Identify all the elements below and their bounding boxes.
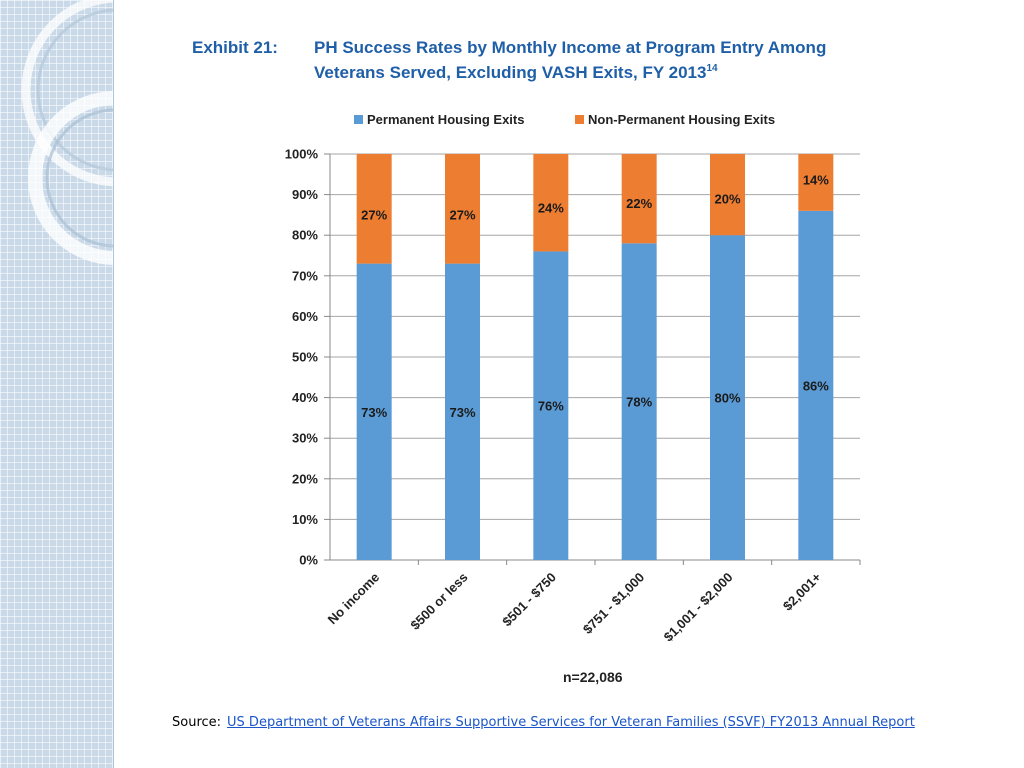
y-tick-label: 90% (292, 187, 318, 202)
bar-permanent (533, 251, 569, 560)
decorative-rings (21, 0, 113, 265)
y-tick-label: 20% (292, 471, 318, 486)
bar-non-permanent (621, 154, 657, 244)
x-tick-label: $1,001 - $2,000 (661, 570, 736, 645)
y-tick-label: 60% (292, 309, 318, 324)
source-label: Source: (172, 715, 222, 730)
legend-item-permanent: Permanent Housing Exits (354, 112, 524, 127)
legend-label-permanent: Permanent Housing Exits (367, 112, 525, 127)
bar-non-permanent (533, 154, 569, 252)
x-tick-label: $2,001+ (780, 569, 824, 613)
y-tick-label: 0% (299, 553, 318, 568)
data-label: 86% (803, 378, 829, 393)
y-tick-label: 70% (292, 268, 318, 283)
sample-size-note: n=22,086 (563, 669, 623, 685)
legend-swatch-permanent (354, 115, 363, 124)
bar-permanent (445, 263, 480, 560)
x-tick-label: $501 - $750 (499, 570, 559, 630)
data-label: 24% (538, 201, 564, 216)
data-label: 80% (714, 391, 740, 406)
legend-item-non-permanent: Non-Permanent Housing Exits (575, 112, 775, 127)
source-link[interactable]: US Department of Veterans Affairs Suppor… (227, 715, 915, 730)
y-tick-label: 50% (292, 350, 318, 365)
decorative-side-panel (0, 0, 114, 768)
data-label: 22% (626, 196, 652, 211)
data-label: 78% (626, 395, 652, 410)
legend-label-non-permanent: Non-Permanent Housing Exits (588, 112, 776, 127)
bar-permanent (710, 235, 745, 560)
bar-non-permanent (798, 154, 834, 211)
data-label: 27% (449, 207, 475, 222)
chart-title: PH Success Rates by Monthly Income at Pr… (314, 37, 826, 83)
data-label: 20% (714, 192, 740, 207)
data-label: 73% (361, 405, 387, 420)
x-tick-label: $751 - $1,000 (580, 570, 647, 637)
y-tick-label: 10% (292, 512, 318, 527)
bar-non-permanent (445, 154, 480, 264)
bar-permanent (356, 263, 392, 560)
y-tick-label: 80% (292, 228, 318, 243)
y-tick-label: 100% (285, 147, 319, 162)
bar-non-permanent (710, 154, 745, 236)
y-tick-label: 40% (292, 390, 318, 405)
data-label: 76% (538, 399, 564, 414)
chart-title-line2: Veterans Served, Excluding VASH Exits, F… (314, 63, 707, 82)
y-tick-label: 30% (292, 431, 318, 446)
x-tick-label: No income (325, 570, 383, 628)
data-label: 14% (803, 173, 829, 188)
bar-permanent (798, 210, 834, 560)
bar-non-permanent (356, 154, 392, 264)
footnote-marker: 14 (706, 63, 718, 74)
data-label: 73% (449, 405, 475, 420)
exhibit-label: Exhibit 21: (192, 38, 278, 57)
data-label: 27% (361, 207, 387, 222)
legend-swatch-non-permanent (575, 115, 584, 124)
x-tick-label: $500 or less (407, 570, 470, 633)
stacked-bar-chart: 0% 10% 20% 30% 40% 50% 60% 70% 80% 90% 100% 73% 27% N… (285, 147, 861, 645)
source-citation: Source: US Department of Veterans Affairs… (172, 715, 915, 730)
bar-permanent (621, 243, 657, 560)
chart-title-line1: PH Success Rates by Monthly Income at Pr… (314, 38, 827, 57)
